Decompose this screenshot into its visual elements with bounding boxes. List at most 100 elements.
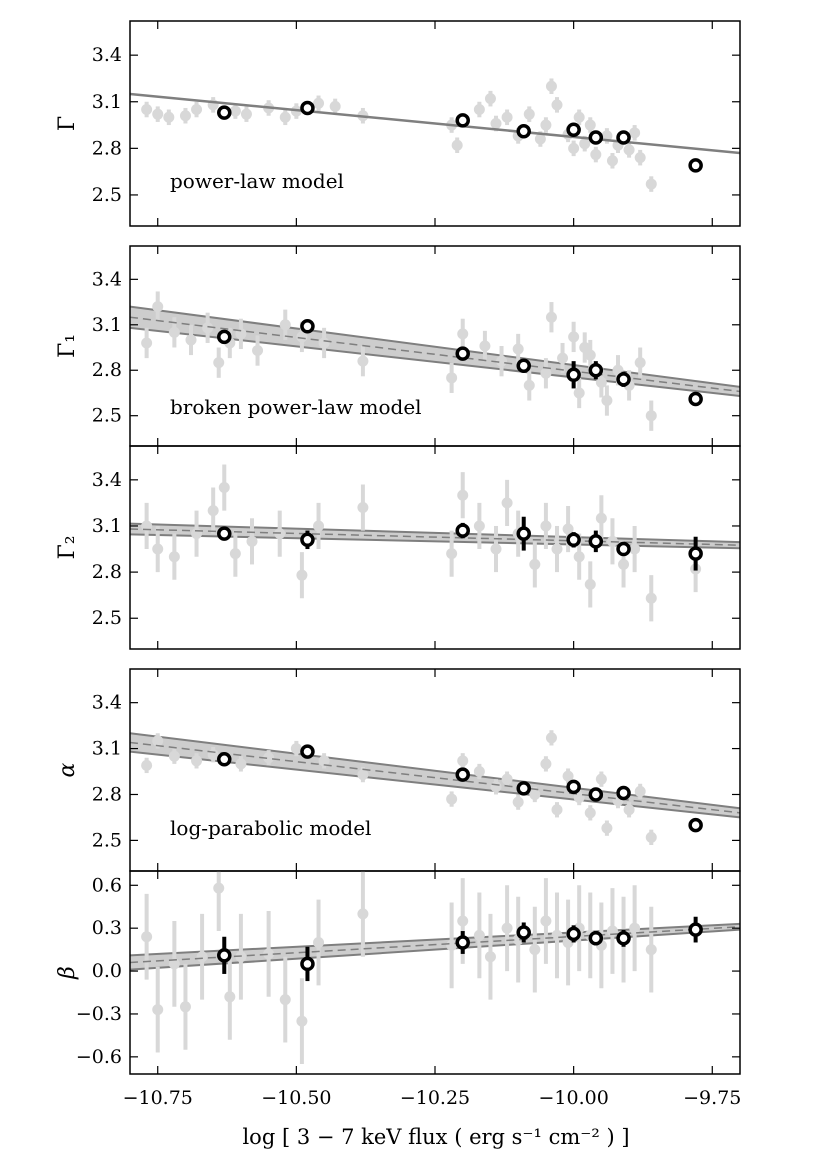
scatter-point bbox=[240, 108, 252, 120]
scatter-point bbox=[645, 944, 657, 956]
fit-band-lower-line bbox=[130, 750, 740, 819]
scatter-point bbox=[523, 108, 535, 120]
scatter-point bbox=[529, 944, 541, 956]
scatter-point bbox=[213, 882, 225, 894]
scatter-point bbox=[446, 372, 458, 384]
binned-point bbox=[688, 922, 703, 937]
scatter-point bbox=[579, 138, 591, 150]
scatter-point bbox=[573, 111, 585, 123]
scatter-point bbox=[313, 936, 325, 948]
scatter-point bbox=[501, 111, 513, 123]
scatter-point bbox=[618, 558, 630, 570]
scatter-point bbox=[645, 592, 657, 604]
scatter-point bbox=[595, 376, 607, 388]
binned-point bbox=[516, 925, 531, 940]
scatter-point bbox=[534, 133, 546, 145]
fit-band-upper-line bbox=[130, 522, 740, 544]
scatter-point bbox=[446, 793, 458, 805]
binned-point bbox=[217, 948, 232, 963]
scatter-point bbox=[490, 781, 502, 793]
scatter-point bbox=[263, 752, 275, 764]
fit-confidence-band bbox=[130, 733, 740, 818]
y-tick-label: 0.0 bbox=[92, 960, 122, 982]
scatter-point bbox=[584, 578, 596, 590]
y-tick-label: 2.5 bbox=[92, 607, 122, 629]
scatter-point bbox=[141, 759, 153, 771]
fit-line bbox=[130, 92, 740, 155]
scatter-point bbox=[523, 379, 535, 391]
plot-area bbox=[130, 464, 740, 622]
binned-point bbox=[588, 787, 604, 802]
scatter-point bbox=[645, 178, 657, 190]
scatter-point bbox=[296, 1015, 308, 1027]
scatter-point bbox=[152, 735, 164, 747]
scatter-point bbox=[279, 111, 291, 123]
y-tick-label: 2.5 bbox=[92, 405, 122, 427]
scatter-point bbox=[490, 543, 502, 555]
binned-point bbox=[217, 105, 232, 120]
scatter-point bbox=[501, 922, 513, 934]
scatter-point bbox=[235, 951, 247, 963]
y-tick-label: 3.1 bbox=[92, 515, 122, 537]
y-tick-label: 2.8 bbox=[92, 561, 122, 583]
scatter-point bbox=[512, 343, 524, 355]
panel-gamma1-bpl: 2.5 2.8 3.1 3.4 Γ₁ broken power-law model bbox=[55, 245, 741, 447]
scatter-point bbox=[141, 337, 153, 349]
scatter-point bbox=[545, 311, 557, 323]
scatter-point bbox=[296, 331, 308, 343]
scatter-point bbox=[168, 958, 180, 970]
scatter-point bbox=[357, 769, 369, 781]
scatter-point bbox=[557, 352, 569, 364]
model-label: power-law model bbox=[170, 169, 344, 193]
scatter-point bbox=[545, 80, 557, 92]
scatter-point bbox=[512, 796, 524, 808]
scatter-point bbox=[290, 743, 302, 755]
binned-point bbox=[217, 526, 232, 541]
y-axis-title: Γ bbox=[55, 116, 80, 131]
y-tick-label: 3.1 bbox=[92, 314, 122, 336]
scatter-point bbox=[629, 922, 641, 934]
fit-line-dashed bbox=[130, 316, 740, 393]
y-axis-title: β bbox=[55, 966, 80, 980]
scatter-point bbox=[229, 105, 241, 117]
binned-point bbox=[566, 122, 581, 137]
y-tick-label: 2.5 bbox=[92, 184, 122, 206]
scatter-point bbox=[568, 331, 580, 343]
scatter-point bbox=[473, 929, 485, 941]
scatter-point bbox=[573, 387, 585, 399]
scatter-point bbox=[496, 355, 508, 367]
scatter-point bbox=[551, 804, 563, 816]
panel-frame bbox=[129, 870, 741, 1075]
scatter-point bbox=[152, 543, 164, 555]
scatter-point bbox=[634, 357, 646, 369]
fit-confidence-band bbox=[130, 306, 740, 396]
scatter-point bbox=[540, 915, 552, 927]
scatter-point bbox=[584, 349, 596, 361]
scatter-point bbox=[484, 93, 496, 105]
x-axis-title: log [ 3 − 7 keV flux ( erg s⁻¹ cm⁻² ) ] bbox=[242, 1125, 629, 1149]
binned-point bbox=[455, 113, 470, 128]
scatter-point bbox=[279, 319, 291, 331]
scatter-point bbox=[446, 939, 458, 951]
plot-area bbox=[130, 291, 740, 431]
scatter-point bbox=[484, 951, 496, 963]
scatter-point bbox=[551, 543, 563, 555]
scatter-point bbox=[191, 104, 203, 116]
y-axis-title: α bbox=[55, 762, 80, 777]
y-tick-label: 3.1 bbox=[92, 738, 122, 760]
scatter-point bbox=[179, 110, 191, 122]
y-tick-label: −0.3 bbox=[76, 1003, 122, 1025]
scatter-point bbox=[601, 395, 613, 407]
scatter-point bbox=[568, 142, 580, 154]
binned-point bbox=[217, 329, 232, 345]
scatter-point bbox=[457, 755, 469, 767]
scatter-point bbox=[645, 410, 657, 422]
scatter-point bbox=[473, 766, 485, 778]
binned-point bbox=[455, 767, 470, 782]
binned-point bbox=[300, 956, 315, 972]
fit-band-upper-line bbox=[130, 305, 740, 388]
scatter-point bbox=[152, 108, 164, 120]
scatter-point bbox=[357, 908, 369, 920]
